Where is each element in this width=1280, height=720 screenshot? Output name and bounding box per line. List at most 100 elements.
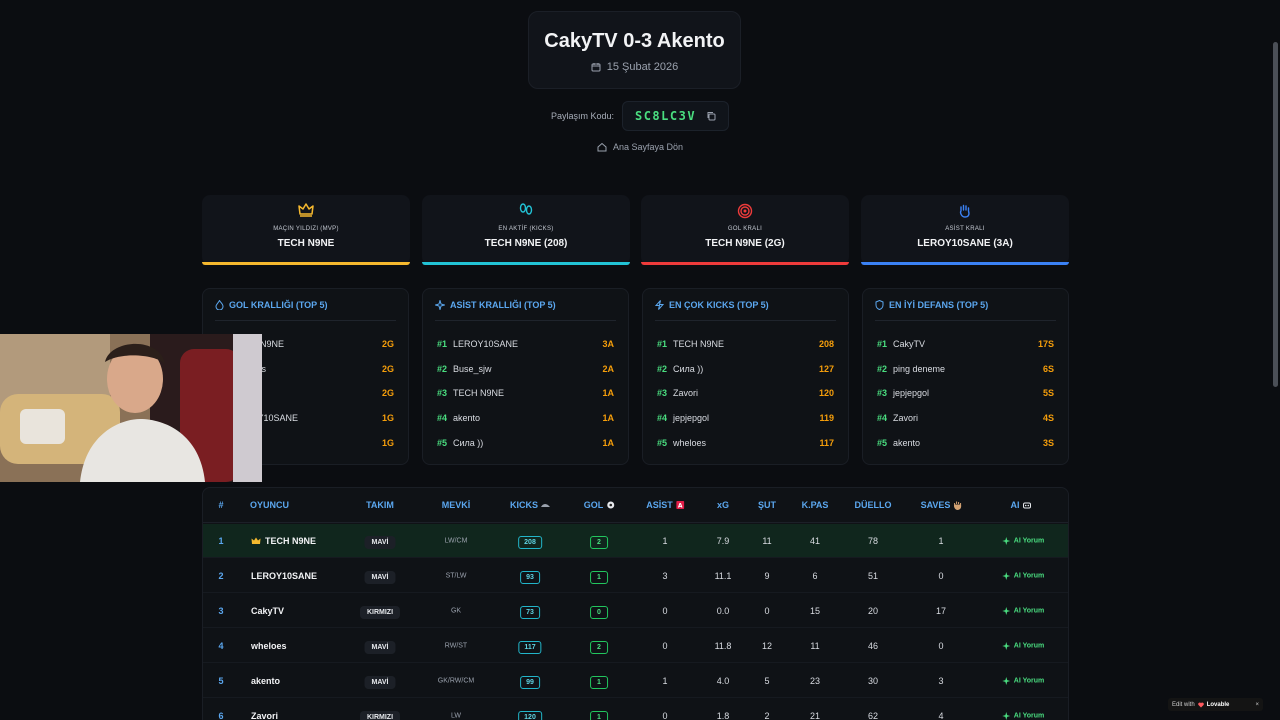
kicks-badge: 73 xyxy=(520,605,540,619)
sort-icon xyxy=(541,504,551,507)
footprints-icon xyxy=(519,203,533,215)
home-link[interactable]: Ana Sayfaya Dön xyxy=(0,142,1280,152)
share-code-label: Paylaşım Kodu: xyxy=(550,111,614,121)
list-item: #5 wheloes 117 xyxy=(657,438,834,448)
list-item: #4 jepjepgol 119 xyxy=(657,413,834,423)
col-player[interactable]: OYUNCU xyxy=(250,500,290,510)
col-rank[interactable]: # xyxy=(218,500,224,510)
col-kicks[interactable]: KICKS xyxy=(510,500,551,510)
list-item: #1 LEROY10SANE 3A xyxy=(437,339,614,349)
goals-badge: 2 xyxy=(590,640,608,654)
kicks-badge: 99 xyxy=(520,675,540,689)
copy-icon[interactable] xyxy=(706,111,716,121)
award-caption: ASİST KRALI xyxy=(945,226,985,232)
team-badge: MAVİ xyxy=(364,640,396,654)
list-item: #4 Zavori 4S xyxy=(877,413,1054,423)
svg-text:A: A xyxy=(677,503,682,510)
award-card-assist-king: ASİST KRALI LEROY10SANE (3A) xyxy=(861,195,1069,265)
table-row[interactable]: 4 wheloes MAVİ RW/ST 117 2 0 11.8 12 11 … xyxy=(203,629,1068,663)
share-code-box[interactable]: SC8LC3V xyxy=(621,101,730,131)
ai-comment-button[interactable]: AI Yorum xyxy=(1002,571,1044,580)
bolt-icon xyxy=(655,300,664,310)
award-value: LEROY10SANE (3A) xyxy=(917,238,1013,249)
table-row[interactable]: 1 TECH N9NE MAVİ LW/CM 208 2 1 7.9 11 41… xyxy=(203,524,1068,558)
player-name: TECH N9NE xyxy=(251,536,316,546)
col-duels[interactable]: DÜELLO xyxy=(854,500,892,510)
share-code-row: Paylaşım Kodu: SC8LC3V xyxy=(0,101,1280,131)
player-stats-table: # OYUNCU TAKIM MEVKİ KICKS GOL ASİST A xG… xyxy=(202,487,1069,720)
kicks-badge: 93 xyxy=(520,570,540,584)
award-value: TECH N9NE (2G) xyxy=(705,238,785,249)
page-scrollbar[interactable] xyxy=(1273,42,1278,387)
ai-comment-button[interactable]: AI Yorum xyxy=(1002,536,1044,545)
col-key-passes[interactable]: K.PAS xyxy=(801,500,829,510)
kicks-badge: 117 xyxy=(518,640,542,654)
badge-prefix: Edit with xyxy=(1172,701,1195,708)
list-item: #2 ping deneme 6S xyxy=(877,364,1054,374)
goals-badge: 1 xyxy=(590,710,608,720)
match-date: 15 Şubat 2026 xyxy=(529,61,740,73)
goals-badge: 1 xyxy=(590,675,608,689)
list-item: #5 akento 3S xyxy=(877,438,1054,448)
badge-brand: Lovable xyxy=(1206,701,1230,708)
webcam-overlay xyxy=(0,334,262,482)
award-card-kicks: EN AKTİF (KICKS) TECH N9NE (208) xyxy=(422,195,630,265)
col-saves[interactable]: SAVES xyxy=(921,500,962,510)
ai-comment-button[interactable]: AI Yorum xyxy=(1002,606,1044,615)
sparkles-icon xyxy=(1002,641,1011,650)
match-date-text: 15 Şubat 2026 xyxy=(606,61,679,73)
table-row[interactable]: 3 CakyTV KIRMIZI GK 73 0 0 0.0 0 15 20 1… xyxy=(203,594,1068,628)
player-name: CakyTV xyxy=(251,605,285,616)
webcam-image xyxy=(0,334,262,482)
table-row[interactable]: 6 Zavori KIRMIZI LW 120 1 0 1.8 2 21 62 … xyxy=(203,699,1068,720)
ai-comment-button[interactable]: AI Yorum xyxy=(1002,676,1044,685)
panel-title: GOL KRALLIĞI (TOP 5) xyxy=(229,300,328,310)
match-title: CakyTV 0-3 Akento xyxy=(544,30,725,52)
team-badge: MAVİ xyxy=(364,570,396,584)
col-position[interactable]: MEVKİ xyxy=(441,500,471,510)
sparkles-icon xyxy=(1002,571,1011,580)
ball-icon xyxy=(606,501,614,509)
col-goals[interactable]: GOL xyxy=(584,500,615,510)
col-shots[interactable]: ŞUT xyxy=(758,500,776,510)
top5-assists-panel: ASİST KRALLIĞI (TOP 5) #1 LEROY10SANE 3A #… xyxy=(422,288,629,465)
table-row[interactable]: 2 LEROY10SANE MAVİ ST/LW 93 1 3 11.1 9 6… xyxy=(203,559,1068,593)
award-card-mvp: MAÇIN YILDIZI (MVP) TECH N9NE xyxy=(202,195,410,265)
col-team[interactable]: TAKIM xyxy=(366,500,394,510)
match-header-card: CakyTV 0-3 Akento 15 Şubat 2026 xyxy=(528,11,741,89)
kicks-badge: 208 xyxy=(518,535,542,549)
list-item: #2 Сила )) 127 xyxy=(657,364,834,374)
home-icon xyxy=(597,142,607,152)
lovable-badge[interactable]: Edit with Lovable × xyxy=(1168,698,1263,711)
kicks-badge: 120 xyxy=(518,710,542,720)
badge-close-button[interactable]: × xyxy=(1255,701,1259,708)
list-item: #5 Сила )) 1A xyxy=(437,438,614,448)
robot-icon xyxy=(1023,502,1031,509)
glove-icon xyxy=(953,501,962,510)
goals-badge: 0 xyxy=(590,605,608,619)
col-assists[interactable]: ASİST A xyxy=(646,500,684,510)
list-item: #3 Zavori 120 xyxy=(657,388,834,398)
heart-icon xyxy=(1197,702,1204,707)
goals-badge: 2 xyxy=(590,535,608,549)
panel-title: EN İYİ DEFANS (TOP 5) xyxy=(889,300,989,310)
hand-icon xyxy=(959,204,970,218)
player-name: Zavori xyxy=(251,710,279,720)
ai-comment-button[interactable]: AI Yorum xyxy=(1002,711,1044,720)
col-ai[interactable]: AI xyxy=(1011,500,1032,510)
award-caption: GOL KRALI xyxy=(727,226,763,232)
award-value: TECH N9NE (208) xyxy=(484,238,568,249)
team-badge: MAVİ xyxy=(364,675,396,689)
panel-title: ASİST KRALLIĞI (TOP 5) xyxy=(450,300,556,310)
award-caption: MAÇIN YILDIZI (MVP) xyxy=(273,226,339,232)
crown-icon xyxy=(251,537,261,544)
flame-icon xyxy=(215,300,224,310)
goals-badge: 1 xyxy=(590,570,608,584)
list-item: #2 Buse_sjw 2A xyxy=(437,364,614,374)
col-xg[interactable]: xG xyxy=(716,500,730,510)
sparkles-icon xyxy=(1002,711,1011,720)
ai-comment-button[interactable]: AI Yorum xyxy=(1002,641,1044,650)
table-row[interactable]: 5 akento MAVİ GK/RW/CM 99 1 1 4.0 5 23 3… xyxy=(203,664,1068,698)
assist-badge-icon: A xyxy=(675,501,684,510)
share-code: SC8LC3V xyxy=(634,109,697,123)
